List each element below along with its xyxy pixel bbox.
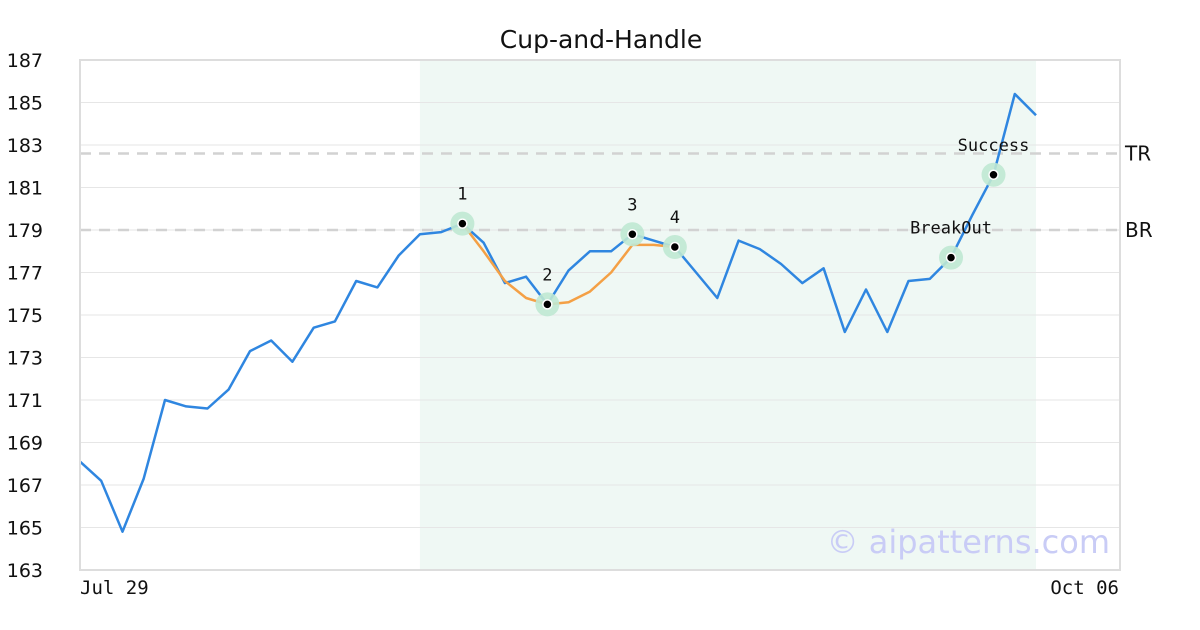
point-label-breakout: BreakOut: [910, 219, 992, 239]
point-label-1: 1: [457, 185, 467, 205]
axes-layer: 163 165 167 169 171 173 175 177 179 181 183 185 187: [7, 50, 1121, 582]
point-label-3: 3: [627, 195, 637, 215]
y-tick-label: 183: [7, 135, 43, 157]
y-tick-label: 185: [7, 93, 43, 115]
point-label-2: 2: [542, 265, 552, 285]
x-tick-label-end: Oct 06: [1050, 577, 1119, 599]
y-tick-label: 165: [7, 518, 43, 540]
pattern-curve: [461, 222, 675, 306]
horizontal-line-label-br: BR: [1125, 218, 1153, 242]
plot-frame: [79, 59, 1121, 571]
y-tick-label: 171: [7, 390, 43, 412]
points-layer: 1 2 3 4 BreakOut Success: [450, 136, 1029, 317]
series-layer: [79, 92, 1037, 533]
point-label-success: Success: [958, 136, 1030, 156]
point-label-4: 4: [670, 208, 680, 228]
point-marker-2: [542, 299, 553, 310]
y-tick-label: 181: [7, 178, 43, 200]
y-tick-label: 187: [7, 50, 43, 72]
y-tick-label: 169: [7, 433, 43, 455]
point-marker-success: [988, 169, 999, 180]
chart-title: Cup-and-Handle: [500, 25, 702, 54]
horizontal-lines-layer: TR BR: [80, 142, 1153, 242]
point-marker-breakout: [945, 252, 957, 263]
price-line: [79, 92, 1037, 533]
point-marker-3: [627, 229, 638, 240]
point-marker-4: [669, 241, 681, 253]
y-tick-label: 173: [7, 348, 43, 370]
x-tick-label-start: Jul 29: [80, 577, 149, 599]
point-marker-1: [457, 218, 468, 229]
watermark: © aipatterns.com: [827, 523, 1110, 561]
y-tick-label: 175: [7, 305, 43, 327]
horizontal-line-label-tr: TR: [1124, 142, 1151, 166]
y-tick-label: 163: [7, 560, 43, 582]
y-tick-label: 177: [7, 263, 43, 285]
y-tick-label: 167: [7, 475, 43, 497]
y-tick-label: 179: [7, 220, 43, 242]
